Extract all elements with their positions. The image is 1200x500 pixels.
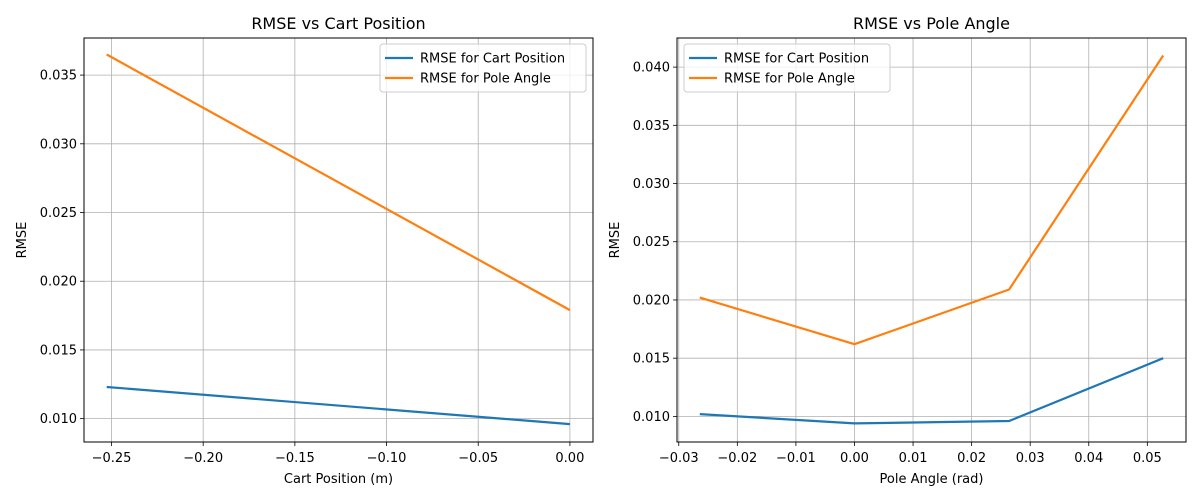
y-tick-label: 0.040 — [633, 61, 670, 76]
y-tick-label: 0.025 — [633, 235, 670, 250]
legend: RMSE for Cart Position RMSE for Pole Ang… — [379, 43, 587, 93]
y-axis-label: RMSE — [608, 222, 623, 259]
x-tick-label: 0.01 — [899, 451, 928, 466]
legend-box — [379, 43, 587, 93]
grid — [84, 38, 593, 442]
y-axis-label: RMSE — [15, 222, 30, 259]
y-tick-label: 0.030 — [40, 137, 77, 152]
x-tick-label: −0.10 — [367, 451, 407, 466]
ticks: −0.03 −0.02 −0.01 0.00 0.01 0.02 0.03 0.04 0.05 0… — [633, 61, 1162, 466]
y-tick-label: 0.010 — [40, 412, 77, 427]
x-axis-label: Pole Angle (rad) — [880, 472, 984, 487]
legend-label-pole-angle: RMSE for Pole Angle — [724, 72, 855, 87]
legend-label-cart-position: RMSE for Cart Position — [724, 52, 869, 67]
y-tick-label: 0.020 — [633, 293, 670, 308]
x-tick-label: −0.25 — [92, 451, 132, 466]
series-line-0 — [699, 357, 1164, 425]
x-tick-label: −0.02 — [717, 451, 757, 466]
x-tick-label: 0.05 — [1133, 451, 1162, 466]
chart-title: RMSE vs Cart Position — [251, 14, 425, 33]
series-line-0 — [106, 385, 570, 426]
y-tick-label: 0.035 — [40, 69, 77, 84]
x-tick-label: 0.03 — [1016, 451, 1045, 466]
y-tick-label: 0.015 — [633, 352, 670, 367]
series-layer — [106, 53, 571, 426]
x-axis-label: Cart Position (m) — [284, 472, 393, 487]
x-tick-label: 0.04 — [1074, 451, 1103, 466]
x-tick-label: −0.20 — [183, 451, 223, 466]
y-tick-label: 0.035 — [633, 119, 670, 134]
chart-rmse-vs-cart-position: −0.25 −0.20 −0.15 −0.10 −0.05 0.00 0.010 0.015 0… — [15, 14, 594, 487]
legend-box — [683, 43, 891, 93]
plot-frame — [676, 37, 1187, 443]
y-tick-label: 0.010 — [633, 410, 670, 425]
x-tick-label: −0.01 — [776, 451, 816, 466]
grid — [677, 38, 1186, 442]
x-tick-label: −0.03 — [659, 451, 699, 466]
y-tick-label: 0.015 — [40, 343, 77, 358]
y-tick-label: 0.025 — [40, 206, 77, 221]
legend: RMSE for Cart Position RMSE for Pole Ang… — [683, 43, 891, 93]
plot-frame — [83, 37, 594, 443]
y-tick-label: 0.020 — [40, 275, 77, 290]
x-tick-label: −0.15 — [275, 451, 315, 466]
chart-rmse-vs-pole-angle: −0.03 −0.02 −0.01 0.00 0.01 0.02 0.03 0.04 0.05 0… — [608, 14, 1187, 487]
x-tick-label: 0.00 — [555, 451, 584, 466]
x-tick-label: 0.02 — [957, 451, 986, 466]
x-tick-label: 0.00 — [840, 451, 869, 466]
x-tick-label: −0.05 — [458, 451, 498, 466]
series-line-1 — [699, 54, 1165, 346]
series-line-1 — [106, 53, 571, 312]
series-layer — [699, 54, 1165, 425]
chart-title: RMSE vs Pole Angle — [853, 14, 1010, 33]
ticks: −0.25 −0.20 −0.15 −0.10 −0.05 0.00 0.010 0.015 0… — [40, 69, 585, 466]
legend-label-cart-position: RMSE for Cart Position — [420, 52, 565, 67]
y-tick-label: 0.030 — [633, 177, 670, 192]
legend-label-pole-angle: RMSE for Pole Angle — [420, 72, 551, 87]
